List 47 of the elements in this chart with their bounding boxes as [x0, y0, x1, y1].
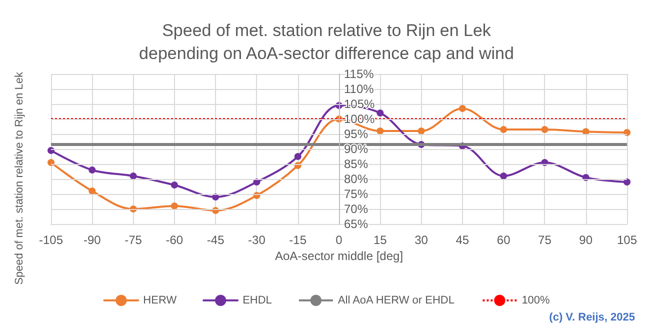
- point: [294, 153, 302, 160]
- point: [500, 172, 508, 180]
- legend-label: EHDL: [242, 294, 272, 306]
- x-tick-label: -105: [38, 233, 64, 247]
- x-tick-label: 30: [414, 233, 428, 247]
- point: [458, 105, 466, 112]
- point: [541, 126, 548, 133]
- x-tick-label: -30: [248, 233, 266, 247]
- y-tick-label: 110%: [344, 82, 374, 96]
- y-tick-label: 90%: [344, 142, 368, 156]
- x-tick-label: -75: [124, 233, 142, 247]
- x-tick-label: -90: [83, 233, 102, 247]
- point: [376, 110, 384, 116]
- y-tick-label: 70%: [344, 202, 368, 216]
- legend-label: HERW: [143, 294, 178, 306]
- legend-label: All AoA HERW or EHDL: [338, 294, 454, 306]
- y-tick-label: 85%: [344, 157, 368, 171]
- point: [170, 182, 178, 188]
- point: [88, 188, 96, 194]
- y-tick-label: 75%: [344, 187, 368, 201]
- point: [376, 128, 384, 134]
- x-tick-label: 15: [373, 233, 388, 247]
- y-tick-label: 65%: [344, 217, 368, 231]
- x-tick-label: 0: [336, 233, 343, 247]
- x-tick-label: 90: [579, 233, 593, 247]
- x-tick-label: 60: [496, 233, 511, 247]
- chart-title: Speed of met. station relative to Rijn en Lek depending on AoA-sector difference cap and wind: [139, 21, 514, 63]
- point: [500, 126, 508, 133]
- text: (c) V. Reijs, 2025: [549, 312, 636, 324]
- y-tick-label: 115%: [344, 67, 374, 81]
- x-tick-label: 75: [538, 233, 552, 247]
- y-axis-title: Speed of met. station relative to Rijn en Lek: [14, 72, 26, 285]
- point: [170, 202, 178, 210]
- x-axis-title: AoA-sector middle [deg]: [274, 249, 404, 263]
- x-tick-label: -60: [166, 233, 184, 247]
- x-tick-label: 105: [616, 233, 638, 247]
- point: [88, 166, 96, 174]
- point: [582, 128, 590, 136]
- legend-label: 100%: [522, 294, 550, 306]
- x-tick-label: -15: [289, 233, 307, 247]
- point: [130, 172, 137, 180]
- y-tick-label: 95%: [344, 127, 368, 141]
- x-tick-label: 45: [456, 233, 470, 247]
- y-tick-label: 80%: [344, 172, 368, 186]
- x-tick-label: -45: [206, 233, 225, 247]
- point: [624, 178, 630, 186]
- point: [418, 128, 425, 134]
